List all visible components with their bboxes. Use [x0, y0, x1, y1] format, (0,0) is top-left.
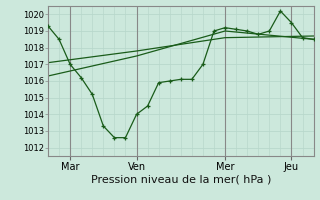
X-axis label: Pression niveau de la mer( hPa ): Pression niveau de la mer( hPa ) — [91, 174, 271, 184]
